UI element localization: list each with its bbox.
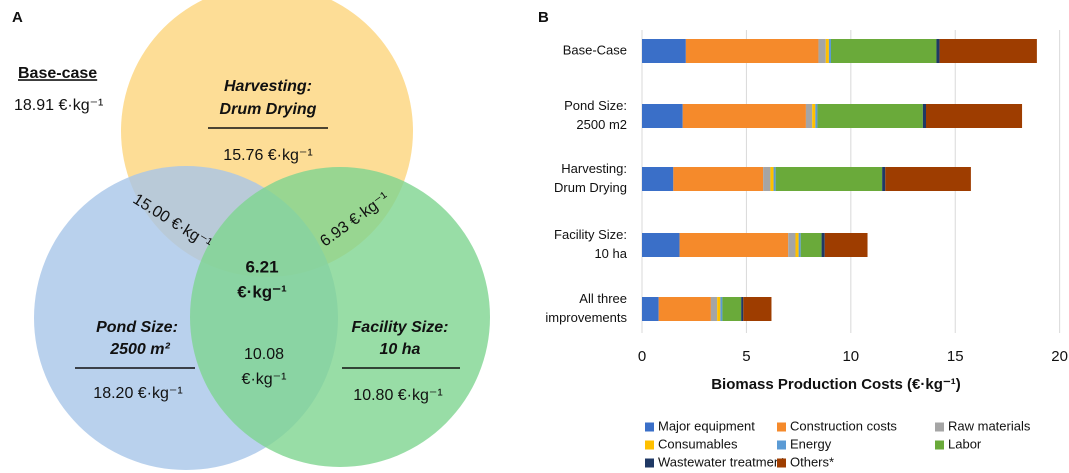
set-name: 10 ha [380,341,421,358]
bar-segment [642,167,674,191]
legend-label: Major equipment [658,418,755,433]
bar-segment [882,167,886,191]
x-tick-label: 20 [1051,348,1068,365]
x-tick-label: 10 [842,348,859,365]
set-name: 2500 m² [109,341,170,358]
bar-segment [682,104,806,128]
panel-label: B [538,9,549,26]
y-tick-label: Drum Drying [554,180,627,195]
y-tick-label: Harvesting: [561,161,627,176]
bar-segment [800,233,822,257]
x-tick-label: 15 [947,348,964,365]
legend-label: Consumables [658,436,738,451]
intersection-value: €·kg⁻¹ [237,282,287,301]
bar-segment [685,39,819,63]
legend-swatch [645,458,654,468]
bar-segment [828,39,831,63]
set-value: 15.76 €·kg⁻¹ [223,147,312,164]
bar-segment [775,167,883,191]
bar-segment [763,167,771,191]
x-tick-label: 0 [638,348,646,365]
bar-segment [679,233,789,257]
base-case-label: Base-case [18,65,97,82]
bar-segment [817,104,923,128]
venn-diagram: A Base-case 18.91 €·kg⁻¹ Harvesting: Dru… [12,0,490,470]
legend-swatch [935,422,944,432]
bar-segment [720,297,723,321]
bar-segment [710,297,718,321]
bar-segment [658,297,711,321]
bar-segment [722,297,742,321]
legend-swatch [645,422,654,432]
legend-label: Raw materials [948,418,1031,433]
set-value: 18.20 €·kg⁻¹ [93,385,182,402]
bar-segment [673,167,764,191]
x-axis-label: Biomass Production Costs (€·kg⁻¹) [711,376,961,393]
set-name: Pond Size: [96,319,178,336]
legend-label: Construction costs [790,418,897,433]
set-name: Harvesting: [224,78,312,95]
bar-segment [642,39,686,63]
bar-segment [939,39,1037,63]
bar-segment [770,167,774,191]
y-tick-label: 10 ha [594,246,627,261]
bar-segment [830,39,937,63]
bar-segment [812,104,816,128]
bar-segment [788,233,796,257]
bar-segment [642,104,683,128]
bar-segment [825,39,829,63]
bar-segment [818,39,826,63]
panel-label: A [12,9,23,26]
bar-segment [821,233,825,257]
bar-segment [642,233,680,257]
legend-label: Others* [790,454,834,469]
x-tick-label: 5 [742,348,750,365]
bar-segment [922,104,926,128]
y-tick-label: Facility Size: [554,227,627,242]
set-name: Drum Drying [220,101,317,118]
legend-swatch [777,458,786,468]
intersection-value: 6.21 [245,257,278,276]
y-tick-label: Base-Case [563,42,627,57]
bar-segment [798,233,801,257]
y-tick-label: 2500 m2 [576,117,627,132]
set-value: 10.80 €·kg⁻¹ [353,387,442,404]
bar-segment [795,233,799,257]
set-circle [190,167,490,467]
y-tick-label: All three [579,291,627,306]
intersection-value: 10.08 [244,346,284,363]
bar-segment [717,297,721,321]
bar-segment [773,167,776,191]
legend-label: Labor [948,436,982,451]
legend-label: Wastewater treatment [658,454,785,469]
bar-segment [815,104,818,128]
bar-segment [743,297,772,321]
bar-segment [741,297,744,321]
base-case-value: 18.91 €·kg⁻¹ [14,97,103,114]
y-tick-label: improvements [545,310,627,325]
legend-swatch [777,440,786,450]
set-name: Facility Size: [352,319,449,336]
legend-swatch [935,440,944,450]
bar-segment [885,167,971,191]
bar-segment [805,104,813,128]
y-tick-label: Pond Size: [564,98,627,113]
legend-swatch [777,422,786,432]
intersection-value: €·kg⁻¹ [242,371,287,388]
bar-segment [926,104,1023,128]
legend-label: Energy [790,436,832,451]
legend-swatch [645,440,654,450]
bar-segment [642,297,659,321]
bar-segment [936,39,940,63]
bar-segment [824,233,868,257]
